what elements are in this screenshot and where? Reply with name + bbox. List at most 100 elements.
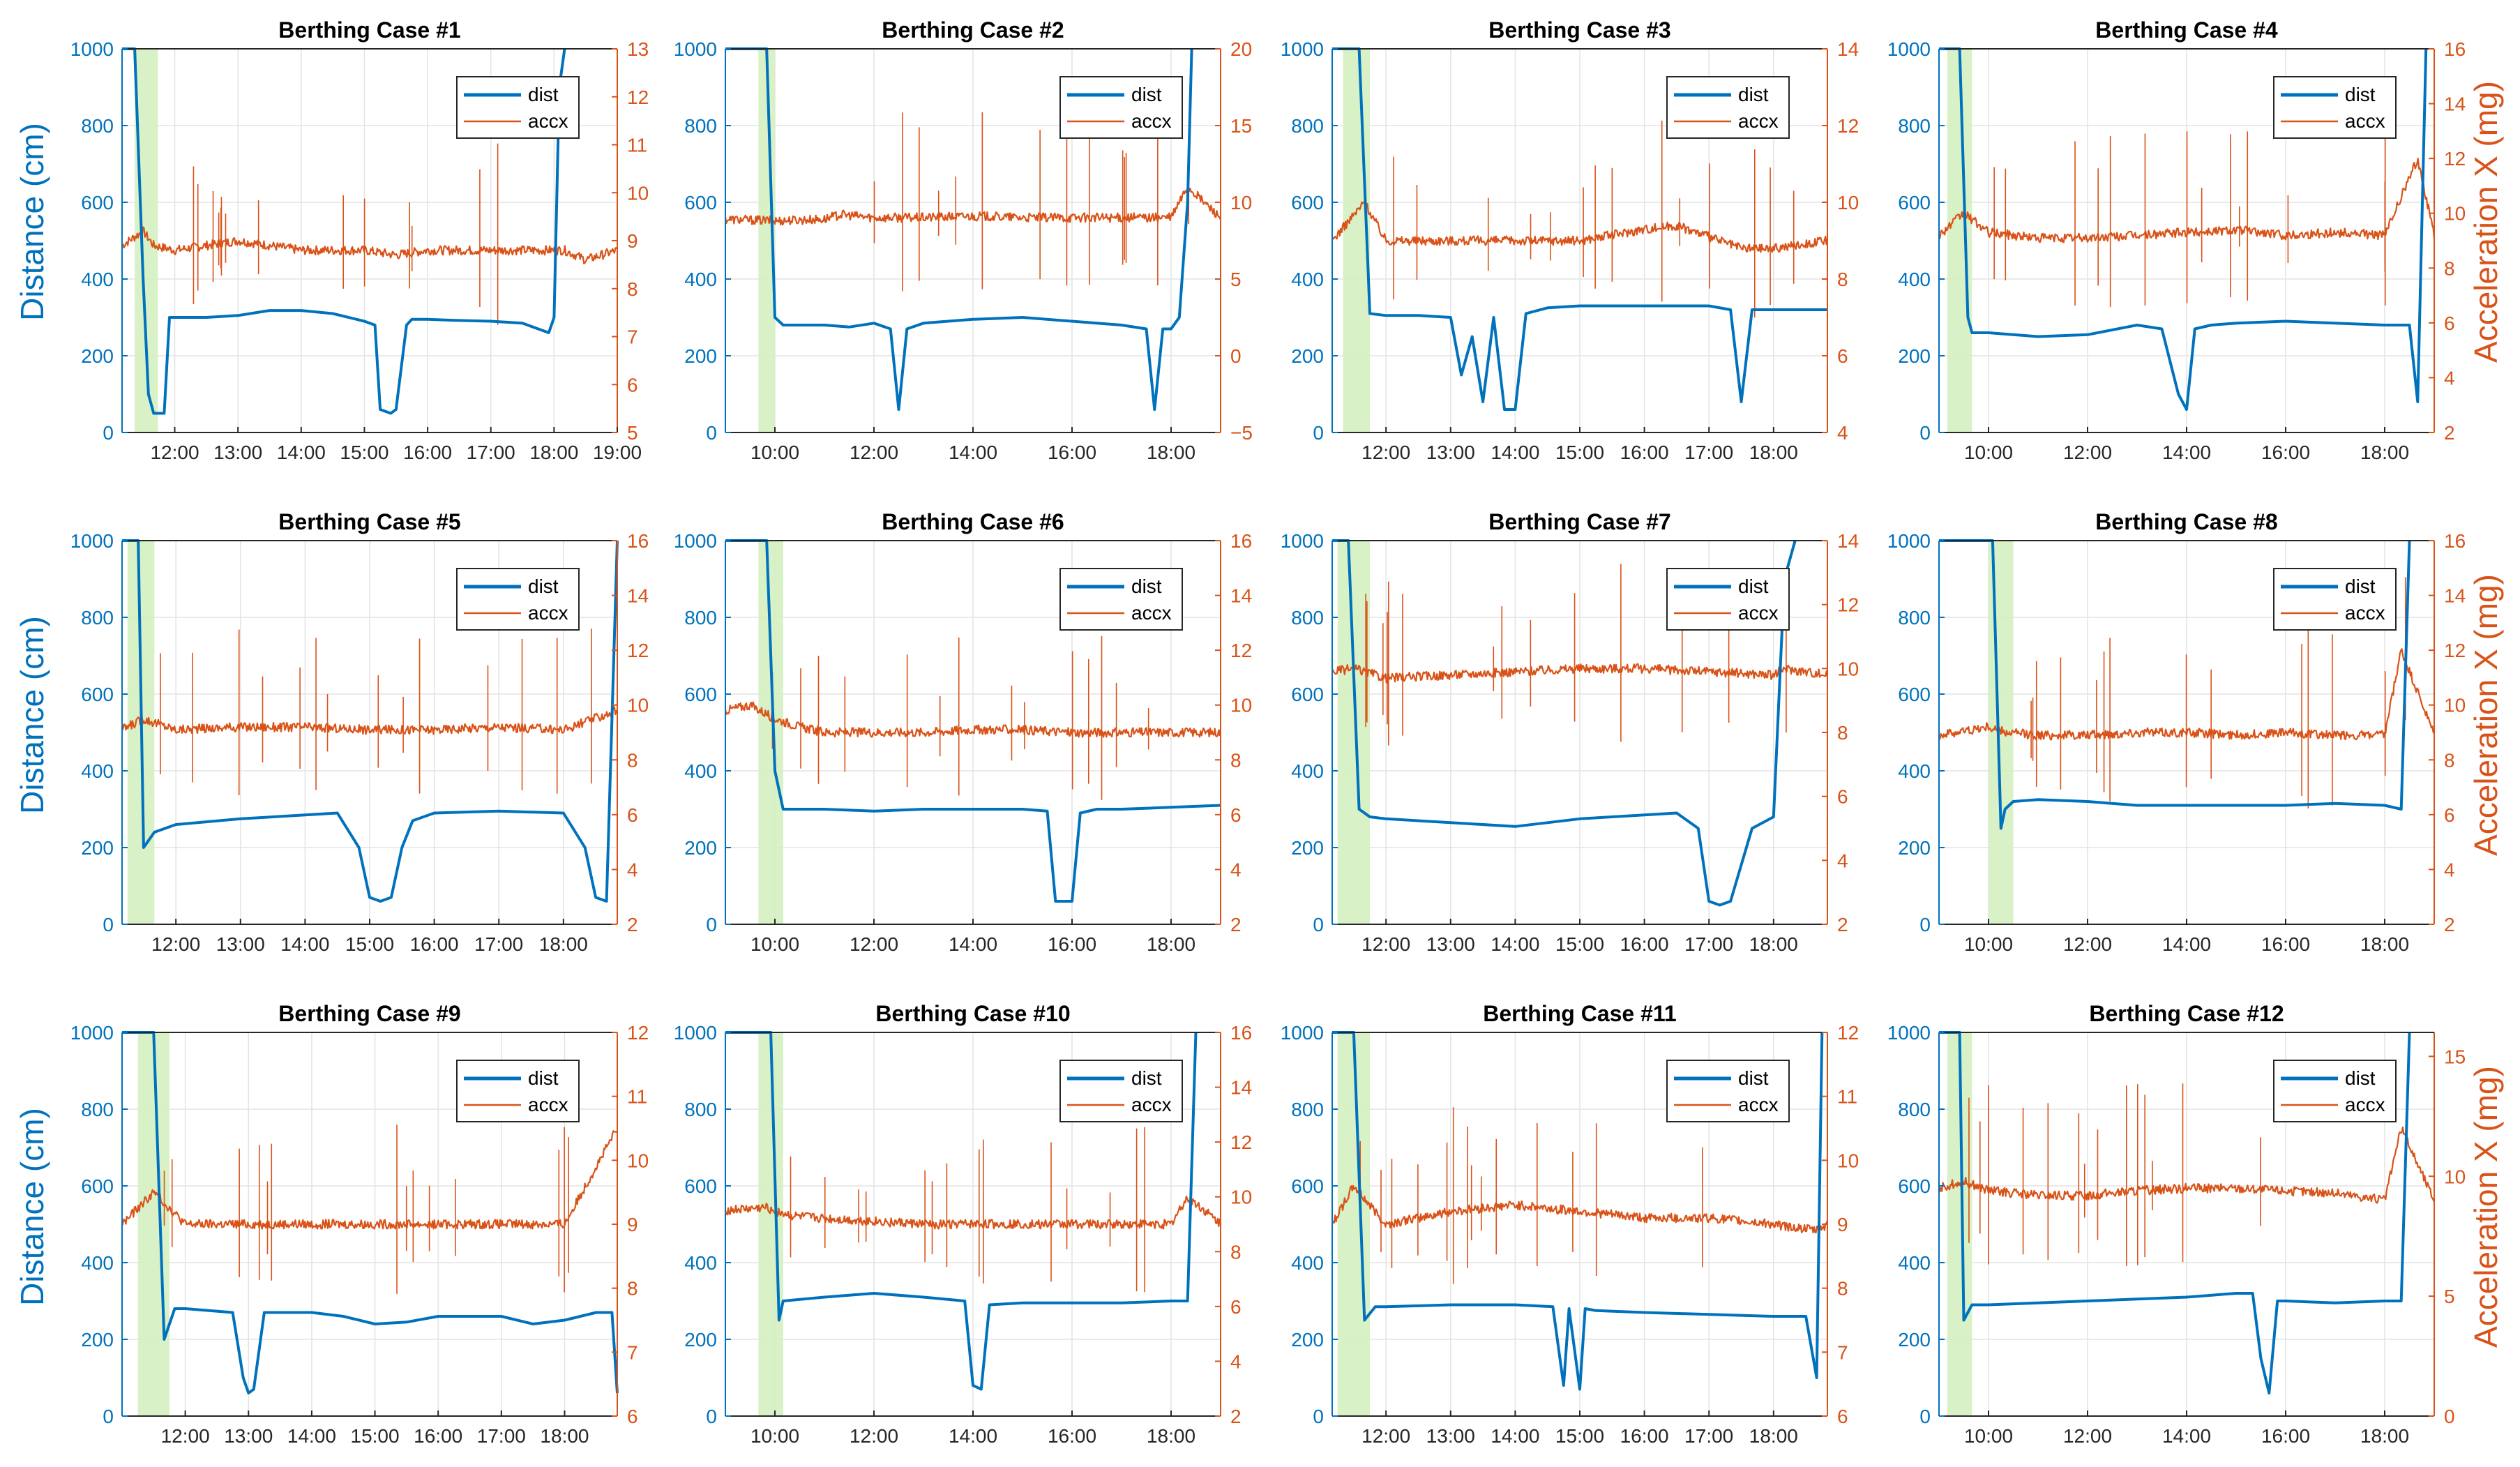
x-tick-label: 16:00 [1048,933,1096,955]
x-tick-label: 16:00 [1620,442,1669,463]
right-y-tick-label: 16 [2444,530,2466,552]
legend-accx-label: accx [2345,602,2385,624]
accx-series-line [724,701,1222,738]
subplot-title: Berthing Case #12 [2089,1001,2284,1026]
right-y-tick-label: 12 [2444,148,2466,170]
subplot-4: 10:00 12:00 14:00 16:00 18:00 0 200 400 600 800 10… [1887,17,2466,463]
right-y-tick-label: 10 [1230,1187,1252,1208]
legend-dist-label: dist [1131,1067,1162,1089]
left-y-tick-label: 0 [706,914,717,935]
left-y-tick-label: 0 [1919,422,1931,444]
left-y-tick-label: 200 [81,1329,114,1351]
right-y-tick-label: 4 [1230,1351,1242,1372]
subplot-title: Berthing Case #2 [882,17,1064,43]
right-y-tick-label: 6 [627,374,638,396]
subplot-12: 10:00 12:00 14:00 16:00 18:00 0 200 400 600 800 10… [1887,1001,2466,1447]
right-y-tick-label: 10 [627,1150,649,1171]
right-axis-label-row2: Acceleration X (mg) [2468,574,2504,856]
x-tick-label: 14:00 [1491,442,1539,463]
x-tick-label: 15:00 [351,1425,400,1447]
left-y-tick-label: 200 [684,345,717,367]
left-y-tick-label: 800 [684,1099,717,1120]
x-tick-label: 12:00 [2063,933,2112,955]
accx-series-line [121,1130,617,1230]
x-tick-label: 10:00 [750,442,799,463]
right-y-tick-label: 8 [2444,257,2455,279]
dist-series-line [1939,47,2428,411]
legend-accx-label: accx [2345,1094,2385,1115]
legend-accx-label: accx [1131,1094,1172,1115]
x-tick-label: 16:00 [410,933,459,955]
left-y-tick-label: 800 [81,115,114,137]
x-tick-label: 14:00 [2162,442,2211,463]
x-tick-label: 18:00 [2360,1425,2409,1447]
x-tick-label: 18:00 [1147,933,1195,955]
accx-series-line [724,188,1222,226]
x-tick-label: 16:00 [2261,442,2310,463]
left-y-tick-label: 200 [1898,837,1931,859]
legend-dist-label: dist [2345,1067,2376,1089]
legend-dist-label: dist [1738,84,1769,105]
left-y-tick-label: 600 [1898,192,1931,213]
legend-dist-label: dist [528,84,559,105]
left-y-tick-label: 400 [1291,1252,1324,1274]
subplot-2: 10:00 12:00 14:00 16:00 18:00020040060080010… [674,17,1253,463]
right-y-tick-label: 20 [1230,38,1252,60]
x-tick-label: 13:00 [224,1425,273,1447]
x-tick-label: 15:00 [340,442,388,463]
subplot-grid: 12:00 13:00 14:00 15:00 16:00 17:00 18:00 19:00… [70,17,2466,1447]
dist-series-line [725,1031,1198,1391]
x-tick-label: 14:00 [2162,933,2211,955]
subplot-title: Berthing Case #11 [1483,1001,1676,1026]
right-y-tick-label: 10 [2444,695,2466,716]
left-y-tick-label: 800 [684,607,717,629]
dist-series-line [122,1031,619,1394]
x-tick-label: 18:00 [2360,933,2409,955]
legend-accx-label: accx [2345,110,2385,132]
right-y-tick-label: 0 [2444,1406,2455,1427]
left-y-tick-label: 0 [103,914,114,935]
x-tick-label: 14:00 [280,933,329,955]
x-tick-label: 14:00 [949,442,997,463]
dist-series-line [725,539,1221,903]
right-y-tick-label: 4 [2444,367,2455,389]
right-y-tick-label: 9 [1837,1214,1848,1235]
left-axis-label-row1: Distance (cm) [14,123,50,321]
right-y-tick-label: 8 [627,749,638,771]
right-y-tick-label: 14 [627,585,649,607]
legend-dist-label: dist [2345,84,2376,105]
left-y-tick-label: 200 [81,837,114,859]
x-tick-label: 13:00 [216,933,265,955]
x-tick-label: 18:00 [529,442,578,463]
legend-accx-label: accx [1738,602,1779,624]
right-y-tick-label: 10 [2444,1166,2466,1187]
accx-series-line [121,226,618,264]
right-y-tick-label: 8 [1837,722,1848,744]
subplot-title: Berthing Case #4 [2095,17,2278,43]
left-y-tick-label: 0 [706,422,717,444]
right-y-tick-label: 14 [2444,585,2466,607]
subplot-title: Berthing Case #6 [882,509,1064,534]
left-y-tick-label: 400 [1291,269,1324,290]
shaded-interval [1947,49,1972,432]
right-y-tick-label: 2 [2444,422,2455,444]
left-y-tick-label: 1000 [1887,38,1931,60]
legend-box [1666,1060,1790,1122]
subplot-title: Berthing Case #1 [278,17,460,43]
x-tick-label: 12:00 [1361,933,1410,955]
right-y-tick-label: 7 [627,1341,638,1363]
x-tick-label: 16:00 [1620,1425,1669,1447]
right-y-tick-label: 4 [1230,859,1242,880]
subplot-title: Berthing Case #10 [875,1001,1070,1026]
x-tick-label: 14:00 [277,442,326,463]
x-tick-label: 17:00 [467,442,515,463]
left-y-tick-label: 0 [1313,422,1324,444]
legend-dist-label: dist [528,575,559,597]
right-y-tick-label: 6 [1837,345,1848,367]
left-y-tick-label: 200 [1291,1329,1324,1351]
right-y-tick-label: 15 [1230,115,1252,137]
right-y-tick-label: 6 [1837,1406,1848,1427]
left-y-tick-label: 0 [1313,1406,1324,1427]
right-y-tick-label: 12 [1230,640,1252,661]
right-y-tick-label: −5 [1230,422,1253,444]
